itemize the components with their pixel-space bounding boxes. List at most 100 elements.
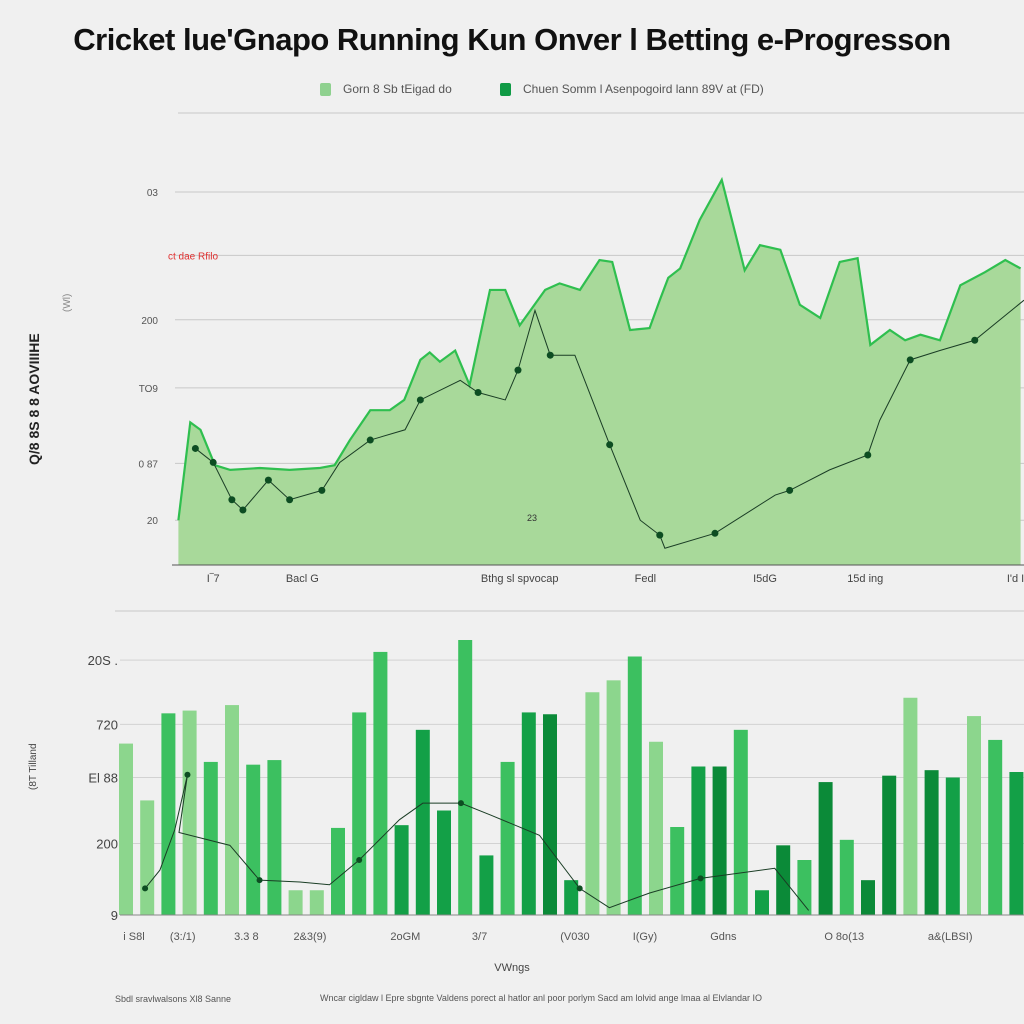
annotation-label: ct dae Rfilo — [168, 251, 218, 262]
bar — [246, 764, 261, 915]
bar — [649, 741, 663, 915]
bar — [712, 766, 727, 915]
bar — [437, 810, 451, 915]
bottom-x-tick-label: (3:/1) — [170, 931, 196, 943]
area-line — [177, 176, 1022, 521]
bar — [458, 640, 473, 915]
data-point — [971, 336, 979, 344]
data-point — [318, 486, 326, 494]
data-point — [191, 444, 199, 452]
bar-trend-point — [184, 771, 191, 778]
bar — [161, 713, 176, 915]
data-point — [786, 486, 794, 494]
bar — [225, 705, 239, 915]
bar-trend-line — [144, 774, 810, 911]
bottom-x-tick-label: 3.3 8 — [234, 931, 258, 943]
bar — [945, 777, 960, 915]
bar — [182, 710, 197, 915]
trend-line — [195, 299, 1024, 549]
bar — [373, 651, 388, 915]
bar — [309, 890, 324, 915]
data-point — [366, 436, 374, 444]
bottom-x-tick-label: 2oGM — [390, 931, 420, 943]
data-point — [514, 366, 522, 374]
bottom-y-tick-label: 720 — [96, 717, 118, 732]
top-x-tick-label: Fedl — [635, 573, 656, 585]
area-fill — [178, 179, 1021, 565]
bar — [924, 770, 939, 915]
bottom-x-tick-label: I(Gy) — [633, 931, 657, 943]
bar — [543, 714, 557, 915]
data-point — [209, 458, 217, 466]
data-point — [286, 496, 294, 504]
data-point — [416, 396, 424, 404]
bar — [776, 845, 791, 915]
top-y-tick-label: 200 — [141, 316, 158, 327]
bar — [882, 775, 897, 915]
bar-trend-point — [356, 857, 363, 863]
bar — [1009, 772, 1024, 915]
bar — [585, 692, 600, 915]
top-x-tick-label: I'd I — [1007, 573, 1024, 585]
bottom-x-tick-label: 2&3(9) — [293, 931, 326, 943]
bar — [331, 827, 345, 915]
bar-trend-point — [256, 877, 263, 884]
bar — [564, 880, 579, 915]
data-point — [711, 529, 719, 537]
legend-label: Chuen Somm l Asenpogoird lann 89V at (FD… — [523, 82, 764, 96]
data-point — [864, 451, 872, 459]
data-point — [228, 496, 236, 504]
data-point — [656, 531, 664, 539]
data-point — [264, 476, 272, 484]
bar — [691, 766, 706, 915]
bar — [288, 890, 303, 915]
bottom-x-axis-label: VWngs — [494, 962, 530, 974]
bottom-y-tick-label: 9 — [111, 908, 118, 923]
bottom-x-tick-label: 3/7 — [472, 931, 487, 943]
bar — [670, 827, 685, 915]
bottom-x-tick-label: O 8o(13 — [824, 931, 864, 943]
bar — [415, 729, 430, 915]
bar — [733, 729, 748, 915]
legend-label: Gorn 8 Sb tEigad do — [343, 82, 452, 96]
bar — [140, 800, 155, 915]
bar — [797, 860, 812, 915]
top-y-tick-label: 20 — [147, 516, 159, 527]
top-x-tick-label: Bthg sl spvocap — [481, 573, 559, 585]
data-point — [606, 441, 614, 449]
top-x-tick-label: I5dG — [753, 573, 777, 585]
bar-trend-point — [457, 800, 464, 807]
bottom-y-tick-label: El 88 — [88, 771, 118, 786]
data-point — [906, 356, 914, 364]
data-point — [474, 388, 482, 396]
footer-source: Sbdl sravlwalsons Xl8 Sanne — [115, 994, 232, 1004]
bar — [903, 697, 918, 915]
bottom-y-tick-label: 20S . — [88, 653, 118, 668]
bar — [479, 855, 494, 915]
bar — [988, 739, 1003, 915]
legend-item-2: Chuen Somm l Asenpogoird lann 89V at (FD… — [500, 82, 764, 96]
bar — [267, 760, 282, 915]
inline-label: 23 — [527, 513, 537, 523]
legend-swatch — [500, 82, 511, 96]
top-y-tick-label: TO9 — [139, 384, 159, 395]
bottom-x-tick-label: a&(LBSI) — [928, 931, 973, 943]
bottom-x-tick-label: (V030 — [560, 931, 589, 943]
bar-trend-point — [697, 875, 704, 882]
bar — [352, 712, 367, 915]
chart-title: Cricket lue'Gnapo Running Kun Onver l Be… — [73, 22, 951, 57]
bar — [521, 712, 536, 915]
top-x-tick-label: I‾7 — [207, 573, 220, 585]
top-y-tick-label: 03 — [147, 188, 159, 199]
bottom-x-tick-label: i S8l — [123, 931, 144, 943]
top-x-tick-label: Bacl G — [286, 573, 319, 585]
bar — [755, 890, 769, 915]
bar — [839, 839, 854, 915]
legend-item-1: Gorn 8 Sb tEigad do — [320, 82, 452, 96]
bar — [967, 716, 981, 915]
bar — [119, 743, 133, 915]
bar-trend-point — [142, 885, 149, 892]
legend-swatch — [320, 82, 331, 96]
bar — [203, 761, 218, 915]
